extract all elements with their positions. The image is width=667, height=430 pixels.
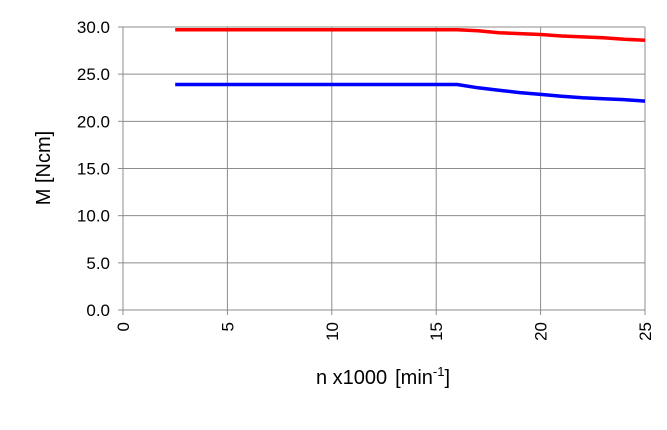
x-tick-label: 20: [532, 322, 551, 341]
y-tick-label: 10.0: [77, 207, 110, 226]
y-axis-title: M [Ncm]: [33, 131, 55, 205]
x-tick-label: 25: [636, 322, 655, 341]
x-axis-title-unit: [min: [395, 367, 433, 389]
series-line-blue: [175, 82, 646, 103]
y-tick-label: 25.0: [77, 65, 110, 84]
y-tick-label: 15.0: [77, 160, 110, 179]
x-axis-title-exponent: -1: [433, 364, 445, 379]
series-lines: [175, 28, 646, 103]
x-tick-label: 15: [427, 322, 446, 341]
x-tick-label: 0: [114, 322, 133, 331]
y-tick-label: 30.0: [77, 18, 110, 37]
x-tick-label: 5: [218, 322, 237, 331]
y-tick-label: 5.0: [86, 254, 110, 273]
x-axis-title: n x1000 [min-1]: [316, 364, 450, 389]
tick-labels: 0.0 5.0 10.0 15.0 20.0 25.0 30.0 0 5 10 15 20 25: [77, 18, 655, 341]
grid: [118, 26, 646, 315]
x-axis-title-main: n x1000: [316, 367, 387, 389]
series-line-red: [175, 28, 646, 42]
x-axis-title-unit-close: ]: [444, 367, 450, 389]
x-tick-label: 10: [323, 322, 342, 341]
y-tick-label: 20.0: [77, 112, 110, 131]
y-tick-label: 0.0: [86, 301, 110, 320]
